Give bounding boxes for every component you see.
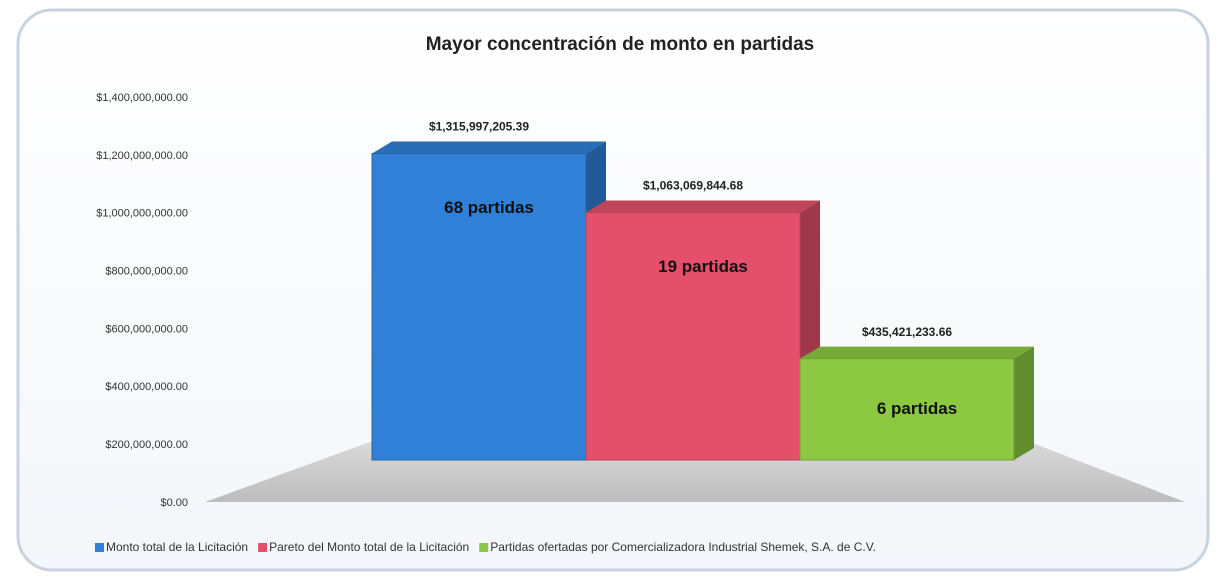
value-label: $1,315,997,205.39 <box>429 120 529 134</box>
y-tick-label: $1,200,000,000.00 <box>96 150 188 162</box>
bar-top <box>800 346 1034 359</box>
value-label: $1,063,069,844.68 <box>643 179 743 193</box>
legend-swatch <box>95 543 104 552</box>
y-tick-label: $200,000,000.00 <box>105 439 188 451</box>
legend-swatch <box>479 543 489 552</box>
bar-top <box>372 141 606 154</box>
y-tick-label: $800,000,000.00 <box>105 265 188 277</box>
bar-annotation: 6 partidas <box>877 399 957 418</box>
bar <box>371 153 587 461</box>
bar <box>799 358 1015 461</box>
y-tick-label: $400,000,000.00 <box>105 381 188 393</box>
y-tick-label: $600,000,000.00 <box>105 323 188 335</box>
y-tick-label: $0.00 <box>160 497 188 509</box>
y-tick-label: $1,400,000,000.00 <box>96 92 188 104</box>
bar <box>585 211 801 461</box>
bar-annotation: 19 partidas <box>658 257 748 276</box>
legend-label: Monto total de la Licitación <box>106 540 248 554</box>
bar-annotation: 68 partidas <box>444 198 534 217</box>
legend-label: Pareto del Monto total de la Licitación <box>269 540 469 554</box>
bar-side <box>1014 346 1034 460</box>
y-tick-label: $1,000,000,000.00 <box>96 208 188 220</box>
value-label: $435,421,233.66 <box>862 325 952 339</box>
bar-top <box>586 200 820 213</box>
chart-title: Mayor concentración de monto en partidas <box>426 34 815 55</box>
legend-label: Partidas ofertadas por Comercializadora … <box>490 540 876 554</box>
legend-swatch <box>258 543 268 552</box>
